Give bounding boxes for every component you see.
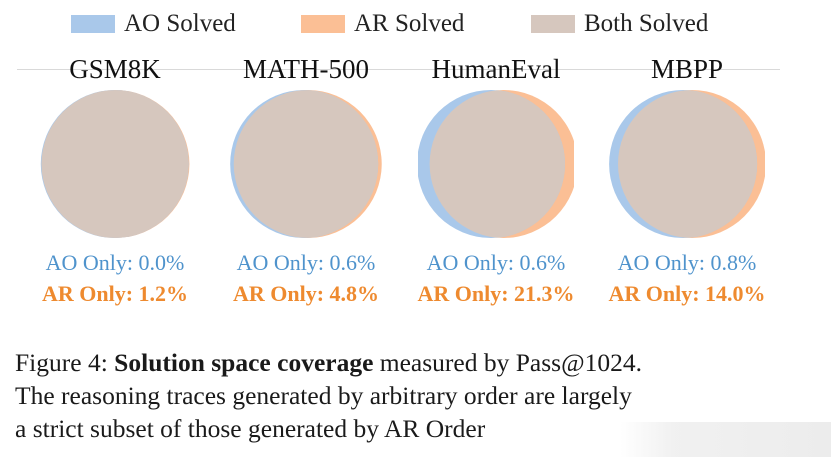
- ar-only-label: AR Only: 21.3%: [417, 281, 575, 306]
- both-solved-region: [429, 90, 565, 238]
- venn-diagram: [609, 90, 765, 238]
- panel-title: MATH-500: [243, 54, 369, 84]
- venn-panel-mbpp: MBPP AO Only: 0.8% AR Only: 14.0%: [587, 54, 787, 314]
- ao-only-label: AO Only: 0.6%: [236, 250, 376, 275]
- both-solved-region: [618, 90, 758, 238]
- ar-only-label: AR Only: 14.0%: [608, 281, 766, 306]
- panel-title: MBPP: [650, 54, 724, 84]
- ao-only-label: AO Only: 0.6%: [426, 250, 566, 275]
- legend-label-ao: AO Solved: [124, 10, 236, 37]
- caption-line-2: The reasoning traces generated by arbitr…: [15, 381, 632, 410]
- caption-prefix: Figure 4:: [15, 348, 115, 377]
- both-solved-region: [233, 90, 379, 238]
- plot-frame: [17, 69, 780, 332]
- legend-label-ar: AR Solved: [354, 10, 465, 37]
- figure-caption: Figure 4: Solution space coverage measur…: [15, 346, 815, 445]
- legend-item-ar: AR Solved: [301, 10, 464, 38]
- caption-bold: Solution space coverage: [114, 348, 374, 377]
- legend-item-ao: AO Solved: [71, 10, 236, 38]
- both-solved-region: [41, 90, 189, 238]
- caption-line-1: Figure 4: Solution space coverage measur…: [15, 346, 815, 379]
- legend: AO Solved AR Solved Both Solved: [0, 10, 831, 40]
- watermark-overlay: [620, 422, 831, 457]
- ao-only-label: AO Only: 0.8%: [617, 250, 757, 275]
- legend-swatch-ao: [71, 15, 115, 33]
- venn-panel-humaneval: HumanEval AO Only: 0.6% AR Only: 21.3%: [396, 54, 596, 314]
- ar-only-label: AR Only: 4.8%: [232, 281, 380, 306]
- ar-only-label: AR Only: 1.2%: [41, 281, 189, 306]
- caption-rest: measured by Pass@1024.: [373, 348, 642, 377]
- venn-diagram: [40, 90, 190, 238]
- legend-label-both: Both Solved: [584, 10, 709, 37]
- legend-swatch-both: [531, 15, 575, 33]
- legend-swatch-ar: [301, 15, 345, 33]
- panel-title: GSM8K: [69, 54, 161, 84]
- venn-diagram: [230, 90, 382, 238]
- venn-panel-gsm8k: GSM8K AO Only: 0.0% AR Only: 1.2%: [15, 54, 215, 314]
- venn-diagram: [418, 90, 574, 238]
- venn-panel-math500: MATH-500 AO Only: 0.6% AR Only: 4.8%: [206, 54, 406, 314]
- legend-item-both: Both Solved: [531, 10, 708, 38]
- ao-only-label: AO Only: 0.0%: [45, 250, 185, 275]
- caption-line-3: a strict subset of those generated by AR…: [15, 414, 486, 443]
- panel-title: HumanEval: [431, 54, 561, 84]
